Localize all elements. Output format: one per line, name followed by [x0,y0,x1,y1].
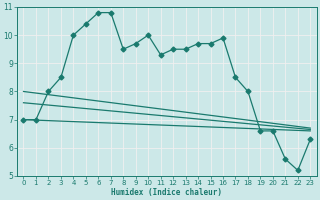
X-axis label: Humidex (Indice chaleur): Humidex (Indice chaleur) [111,188,222,197]
